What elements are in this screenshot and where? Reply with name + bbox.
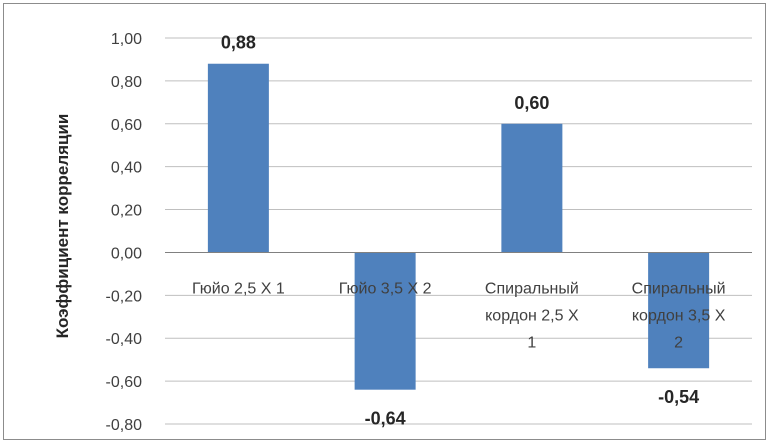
y-tick-label: -0,60 [106, 374, 143, 391]
bar [207, 63, 269, 253]
y-tick-label: -0,40 [106, 331, 143, 348]
y-tick-label: -0,80 [106, 417, 143, 434]
category-label: Гюйо 3,5 Х 2 [339, 280, 432, 297]
category-label: 2 [674, 334, 683, 351]
y-axis-title: Коэффициент корреляции [53, 114, 72, 339]
category-label: 1 [527, 334, 536, 351]
y-tick-label: 1,00 [111, 31, 142, 48]
y-tick-label: 0,00 [111, 245, 142, 262]
bar [354, 252, 416, 390]
y-tick-label: 0,20 [111, 203, 142, 220]
data-label: -0,54 [658, 387, 699, 407]
y-tick-label: 0,60 [111, 117, 142, 134]
category-label: кордон 2,5 Х [485, 307, 579, 324]
data-label: 0,60 [514, 93, 549, 113]
data-label: 0,88 [221, 33, 256, 53]
category-label: Спиральный [632, 280, 726, 297]
bar [648, 252, 710, 369]
y-tick-label: -0,20 [106, 288, 143, 305]
y-tick-label: 0,40 [111, 160, 142, 177]
category-label: кордон 3,5 Х [632, 307, 726, 324]
y-tick-label: 0,80 [111, 74, 142, 91]
data-label: -0,64 [365, 409, 406, 429]
category-label: Спиральный [485, 280, 579, 297]
category-label: Гюйо 2,5 Х 1 [192, 280, 285, 297]
bar [501, 123, 563, 253]
